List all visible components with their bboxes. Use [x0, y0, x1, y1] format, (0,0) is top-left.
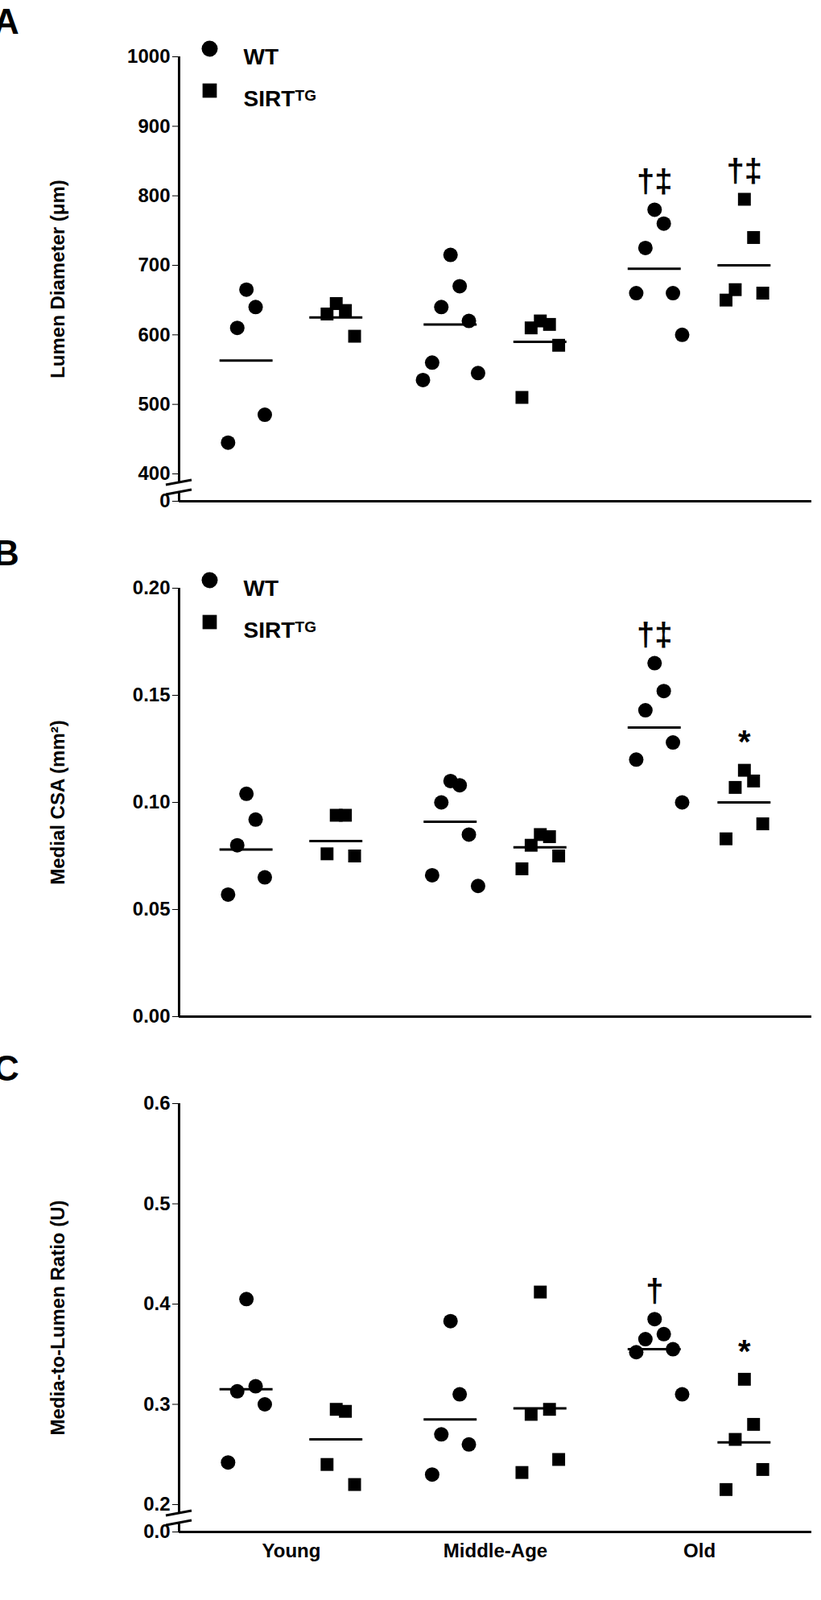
svg-text:SIRTᵀᴳ: SIRTᵀᴳ — [243, 617, 317, 643]
svg-text:WT: WT — [243, 575, 280, 601]
svg-text:Young: Young — [262, 1538, 322, 1561]
svg-text:900: 900 — [137, 115, 170, 137]
svg-text:1000: 1000 — [127, 45, 170, 67]
svg-text:0.10: 0.10 — [132, 790, 171, 813]
svg-text:0.3: 0.3 — [143, 1392, 170, 1415]
svg-text:0.0: 0.0 — [143, 1519, 170, 1542]
svg-text:0.20: 0.20 — [132, 576, 171, 599]
svg-text:400: 400 — [137, 462, 170, 484]
svg-text:C: C — [0, 1047, 20, 1088]
svg-text:†‡: †‡ — [636, 616, 673, 652]
svg-text:*: * — [738, 723, 751, 760]
svg-text:0.5: 0.5 — [143, 1192, 170, 1214]
svg-text:700: 700 — [137, 253, 170, 276]
svg-text:0.2: 0.2 — [143, 1492, 170, 1515]
svg-text:†: † — [645, 1272, 664, 1308]
svg-text:Medial CSA (mm²): Medial CSA (mm²) — [46, 719, 69, 884]
svg-text:Media-to-Lumen Ratio (U): Media-to-Lumen Ratio (U) — [46, 1200, 69, 1436]
svg-text:600: 600 — [137, 323, 170, 346]
svg-text:SIRTᵀᴳ: SIRTᵀᴳ — [243, 86, 317, 112]
svg-text:0: 0 — [159, 489, 171, 512]
svg-text:Lumen Diameter (μm): Lumen Diameter (μm) — [46, 179, 69, 379]
svg-text:0.15: 0.15 — [132, 683, 171, 706]
svg-text:800: 800 — [137, 184, 170, 207]
svg-text:0.00: 0.00 — [132, 1004, 171, 1027]
svg-text:Old: Old — [683, 1538, 716, 1561]
svg-text:A: A — [0, 1, 20, 42]
svg-text:B: B — [0, 532, 20, 573]
svg-text:0.6: 0.6 — [143, 1091, 170, 1114]
svg-text:0.05: 0.05 — [132, 897, 171, 920]
svg-text:†‡: †‡ — [726, 152, 764, 189]
svg-text:†‡: †‡ — [636, 163, 673, 199]
svg-text:Middle-Age: Middle-Age — [443, 1538, 548, 1561]
svg-text:*: * — [738, 1332, 751, 1369]
svg-text:500: 500 — [137, 392, 170, 415]
svg-text:0.4: 0.4 — [143, 1291, 171, 1314]
svg-text:WT: WT — [243, 44, 280, 70]
